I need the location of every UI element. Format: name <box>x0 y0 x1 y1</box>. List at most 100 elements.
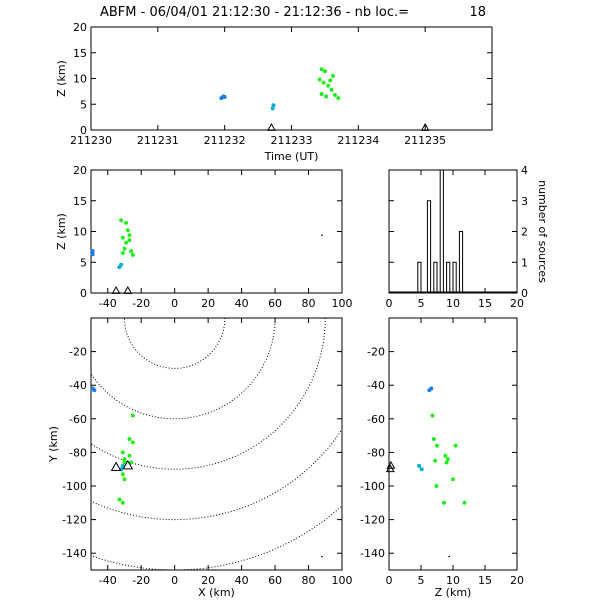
x-tick-label: 0 <box>386 297 393 310</box>
source-point <box>330 73 335 78</box>
x-axis-label: Z (km) <box>435 586 472 599</box>
x-tick-label: 0 <box>171 297 178 310</box>
y-tick-label: 1 <box>521 256 528 269</box>
y-tick-label: -100 <box>62 480 87 493</box>
y-tick-label: -60 <box>69 413 87 426</box>
x-tick-label: -40 <box>99 297 117 310</box>
chart-panels: 211230 211231 211232 211233 211234 2112350510… <box>47 21 549 599</box>
source-point <box>122 477 127 482</box>
y-axis-label: Z (km) <box>55 213 68 250</box>
x-tick-label: 15 <box>478 574 492 587</box>
panel-z-y: 0 5 10 15 20 -140 -120 -100 -80 -60 -40 -20 Z (km) <box>360 317 524 599</box>
panel-time-height: 211230 211231 211232 211233 211234 211235 0 5 10… <box>55 21 493 163</box>
station-triangle <box>266 122 276 131</box>
source-point <box>321 80 326 85</box>
source-point <box>130 252 135 257</box>
source-point <box>117 497 122 502</box>
x-tick-label: 10 <box>446 297 460 310</box>
plot-frame <box>90 317 343 571</box>
x-tick-label: 15 <box>478 297 492 310</box>
y-axis-label: number of sources <box>536 180 549 283</box>
x-tick-label: 40 <box>235 297 249 310</box>
source-point <box>122 460 127 465</box>
source-point <box>435 443 439 448</box>
source-point <box>124 240 129 245</box>
y-tick-label: -60 <box>367 413 385 426</box>
station-triangle <box>123 285 133 294</box>
source-point <box>222 95 227 100</box>
source-point <box>448 555 450 558</box>
histogram-bar <box>458 231 464 294</box>
y-tick-label: 0 <box>80 124 87 137</box>
source-point <box>120 450 125 455</box>
source-point <box>319 67 324 72</box>
y-tick-label: -40 <box>69 379 87 392</box>
x-axis-label: X (km) <box>198 586 235 599</box>
station-triangle <box>386 460 396 469</box>
source-point <box>434 484 439 488</box>
source-point <box>319 91 324 96</box>
y-tick-label: 0 <box>80 287 87 300</box>
y-tick-label: 0 <box>521 287 528 300</box>
panel-x-z: -40 -20 0 20 40 60 80 100 0 5 10 15 20 Z (km) <box>55 164 353 310</box>
source-point <box>442 500 447 505</box>
x-tick-label: 10 <box>446 574 460 587</box>
source-point <box>462 500 467 505</box>
y-tick-label: -120 <box>62 514 87 527</box>
x-tick-label: 0 <box>386 574 393 587</box>
range-contour <box>91 428 342 521</box>
x-tick-label: 20 <box>201 297 215 310</box>
y-tick-label: 5 <box>80 256 87 269</box>
source-point <box>321 555 323 558</box>
source-point <box>125 228 130 233</box>
source-point <box>321 234 323 236</box>
y-tick-label: 15 <box>73 195 87 208</box>
source-point <box>431 436 436 441</box>
source-point <box>317 77 322 82</box>
y-axis-label: Y (km) <box>47 426 60 463</box>
y-tick-label: -80 <box>367 446 385 459</box>
panel-x-y: -40 -20 0 20 40 60 80 100 -140 -120 -100 -80 -60 -40 -… <box>47 317 353 599</box>
source-point <box>444 460 449 465</box>
source-point <box>429 386 434 391</box>
y-tick-label: -20 <box>367 346 385 359</box>
source-point <box>122 246 127 251</box>
source-point <box>270 106 275 111</box>
source-point <box>445 457 450 462</box>
range-contours <box>91 318 342 570</box>
x-tick-label: 211230 <box>70 134 112 147</box>
figure-title: ABFM - 06/04/01 21:12:30 - 21:12:36 - nb… <box>100 5 409 20</box>
histogram-bar <box>446 261 451 294</box>
x-tick-label: 211233 <box>271 134 313 147</box>
source-point <box>129 460 134 465</box>
x-tick-label: 100 <box>332 574 353 587</box>
plot-frame <box>388 317 518 571</box>
x-tick-label: -20 <box>132 574 150 587</box>
x-tick-label: 80 <box>302 297 316 310</box>
source-point <box>120 463 125 468</box>
y-tick-label: -80 <box>69 446 87 459</box>
histogram-bar <box>433 261 438 294</box>
y-tick-label: -120 <box>360 514 385 527</box>
source-point <box>90 249 95 254</box>
x-tick-label: 60 <box>268 297 282 310</box>
histogram-bar <box>426 200 432 294</box>
source-point <box>124 220 129 225</box>
station-triangle <box>122 459 134 470</box>
source-point <box>127 436 132 441</box>
y-tick-label: -140 <box>62 547 87 560</box>
source-point <box>328 78 333 83</box>
source-point <box>127 233 132 238</box>
source-point <box>122 457 127 462</box>
source-point <box>120 472 125 477</box>
x-tick-label: 0 <box>171 574 178 587</box>
x-tick-label: 80 <box>302 574 316 587</box>
source-point <box>127 238 132 243</box>
y-tick-label: 10 <box>73 226 87 239</box>
y-tick-label: 20 <box>73 21 87 34</box>
x-tick-label: 5 <box>418 574 425 587</box>
source-point <box>433 458 438 463</box>
y-tick-label: 3 <box>521 195 528 208</box>
y-tick-label: 20 <box>73 164 87 177</box>
